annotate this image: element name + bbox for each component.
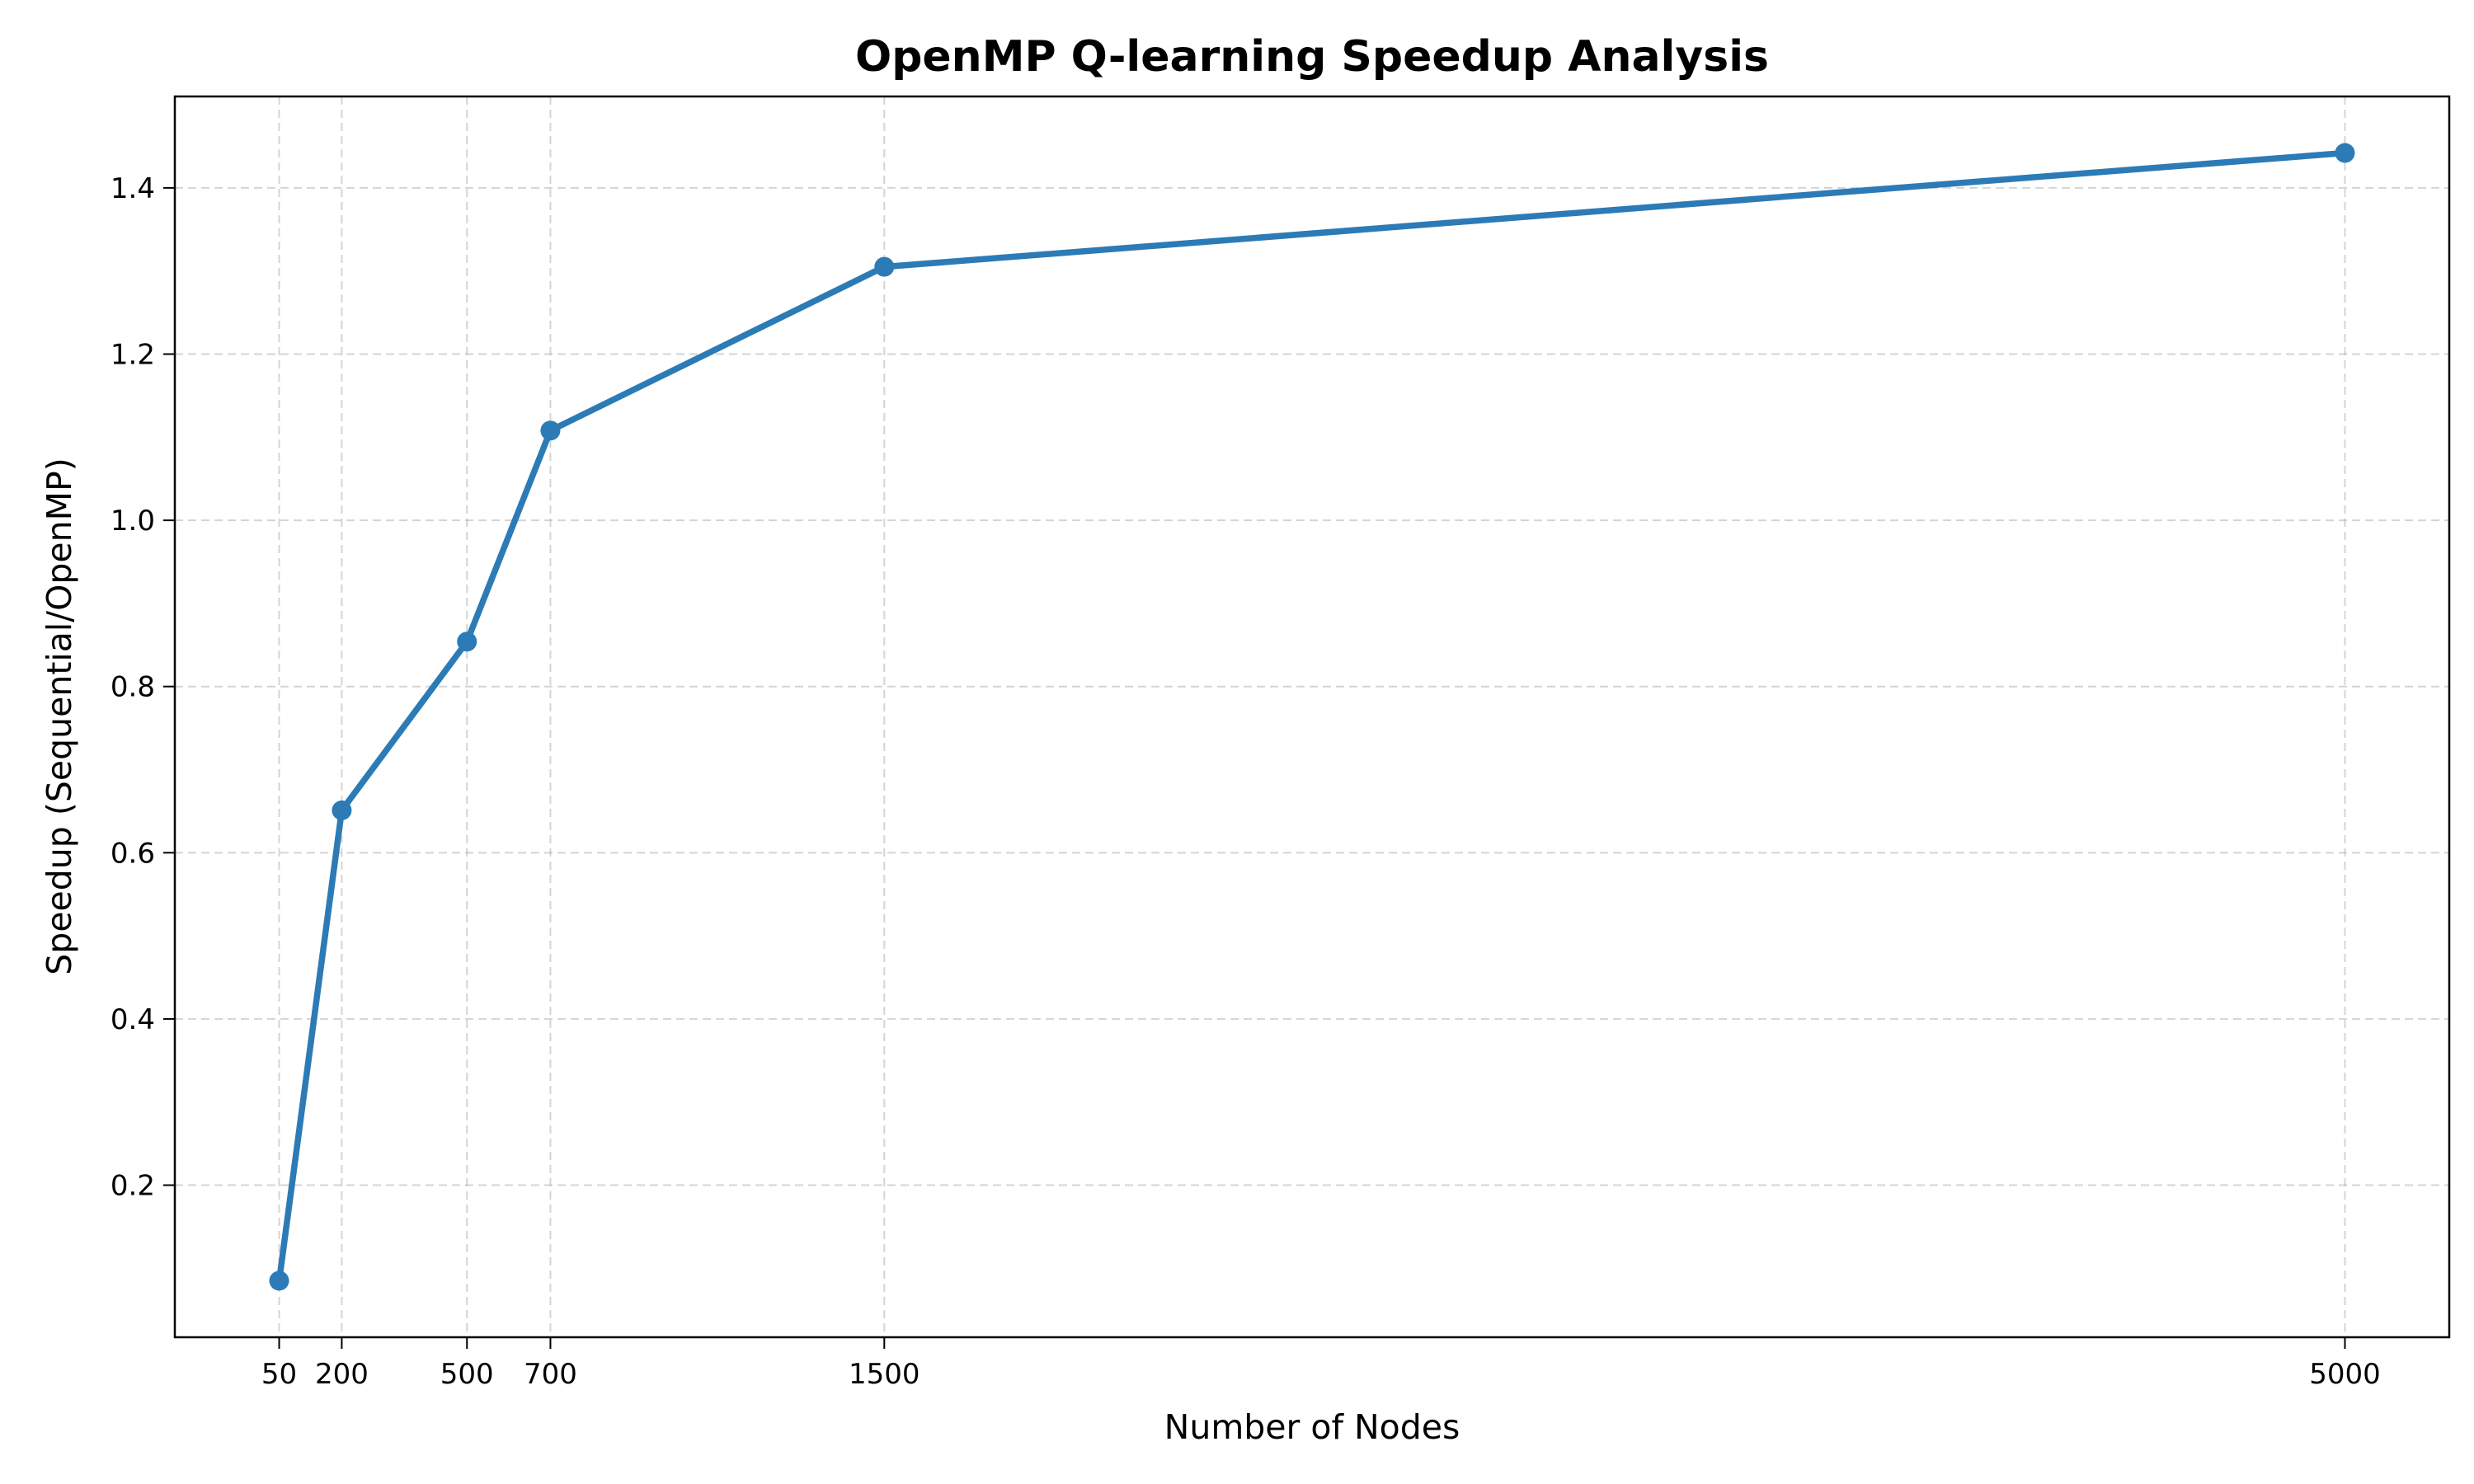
y-tick-label: 0.2 (111, 1170, 155, 1203)
grid-layer (175, 96, 2449, 1337)
series-layer (269, 143, 2355, 1291)
chart-title: OpenMP Q-learning Speedup Analysis (855, 32, 1769, 82)
x-tick-label: 500 (440, 1358, 494, 1391)
data-point (540, 420, 561, 441)
data-point (874, 256, 895, 277)
y-tick-label: 1.4 (111, 172, 155, 205)
data-point (2335, 143, 2355, 163)
series-line (275, 149, 2349, 1284)
data-point (332, 800, 352, 820)
y-tick-label: 0.4 (111, 1003, 155, 1036)
y-tick-label: 0.6 (111, 837, 155, 870)
x-tick-label: 5000 (2309, 1358, 2381, 1391)
x-tick-label: 700 (524, 1358, 577, 1391)
x-tick-label: 50 (261, 1358, 297, 1391)
y-tick-label: 1.0 (111, 505, 155, 538)
data-point (269, 1270, 289, 1291)
y-tick-label: 1.2 (111, 338, 155, 371)
x-tick-label: 1500 (849, 1358, 920, 1391)
tick-layer: 50 200 500 700 1500 5000 0.2 0.4 0.6 0.8 1.0 1.2 1.4 (111, 172, 2381, 1391)
plot-frame (173, 95, 2451, 1339)
y-axis-label: Speedup (Sequential/OpenMP) (40, 458, 79, 974)
data-point (457, 632, 477, 652)
y-tick-label: 0.8 (111, 671, 155, 704)
x-tick-label: 200 (315, 1358, 369, 1391)
x-axis-label: Number of Nodes (1164, 1407, 1460, 1447)
